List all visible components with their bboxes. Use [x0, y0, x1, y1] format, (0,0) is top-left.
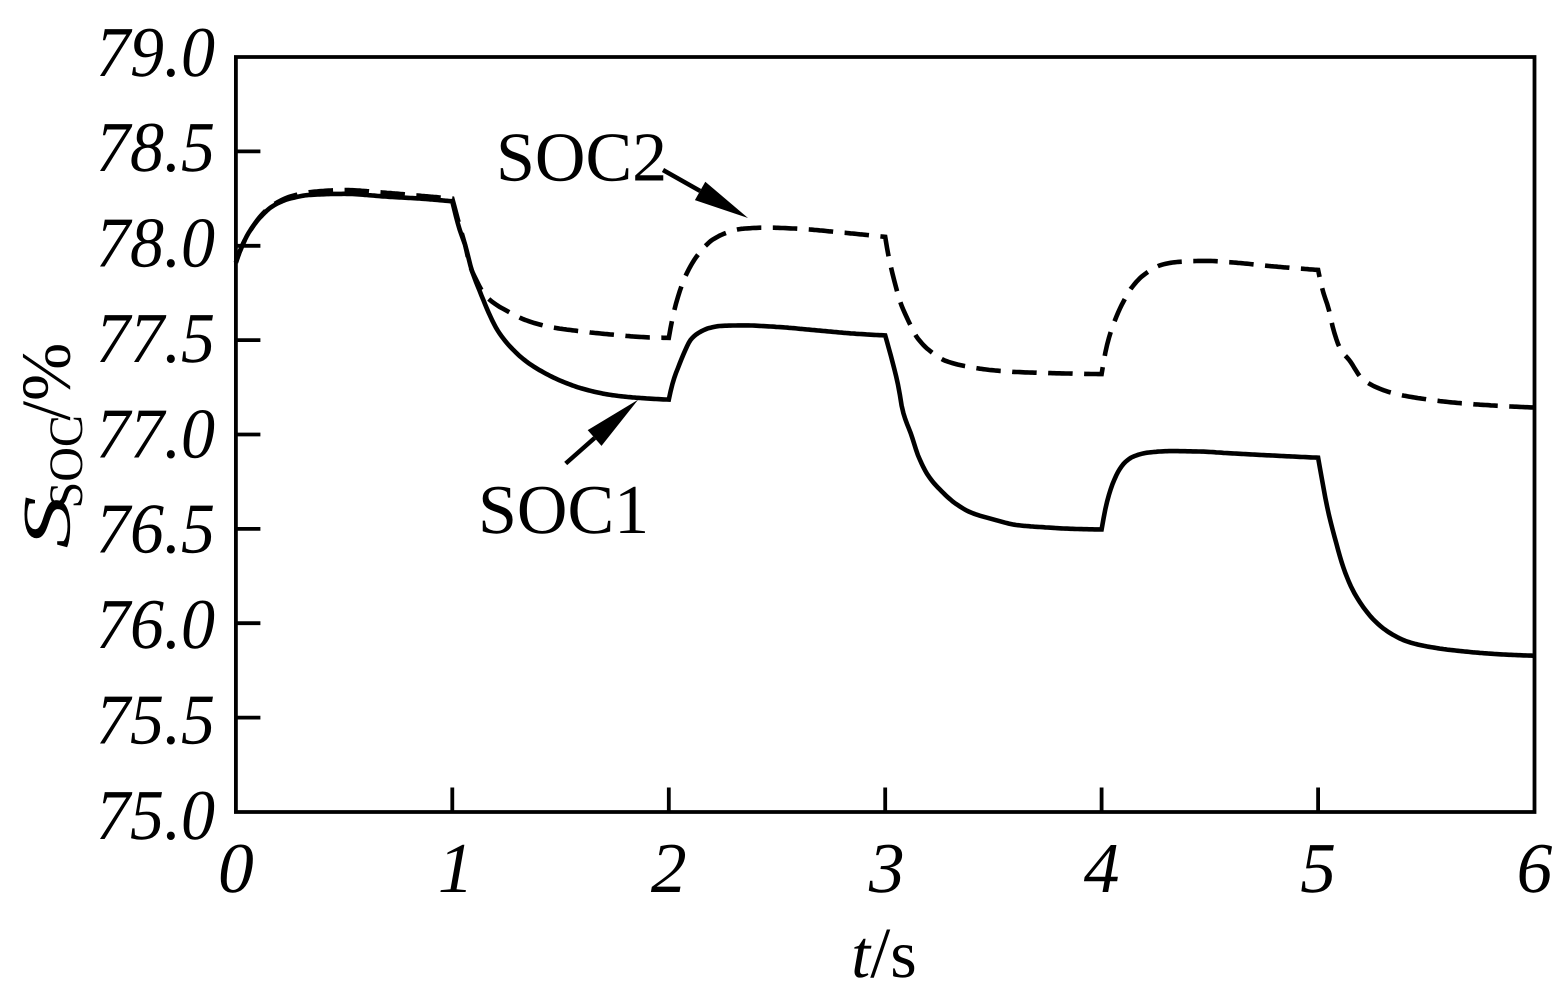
svg-text:S: S [9, 496, 85, 549]
svg-text:0: 0 [218, 829, 254, 908]
svg-text:5: 5 [1300, 829, 1336, 908]
svg-text:77.5: 77.5 [96, 299, 215, 378]
svg-text:3: 3 [868, 829, 905, 908]
svg-text:SOC2: SOC2 [496, 120, 667, 197]
svg-text:t/s: t/s [851, 913, 916, 988]
svg-text:78.0: 78.0 [96, 204, 215, 283]
svg-text:76.0: 76.0 [96, 585, 215, 664]
svg-text:75.0: 75.0 [96, 776, 215, 855]
svg-text:77.0: 77.0 [96, 394, 215, 473]
svg-text:4: 4 [1084, 829, 1120, 908]
svg-text:SOC: SOC [40, 415, 93, 508]
svg-text:6: 6 [1517, 829, 1553, 908]
svg-text:SOC1: SOC1 [478, 472, 649, 549]
svg-text:1: 1 [438, 829, 474, 908]
svg-text:78.5: 78.5 [96, 108, 215, 187]
svg-text:79.0: 79.0 [96, 13, 215, 92]
svg-text:76.5: 76.5 [96, 490, 215, 569]
svg-text:75.5: 75.5 [96, 680, 215, 759]
svg-text:2: 2 [651, 829, 687, 908]
svg-text:/%: /% [9, 343, 86, 421]
